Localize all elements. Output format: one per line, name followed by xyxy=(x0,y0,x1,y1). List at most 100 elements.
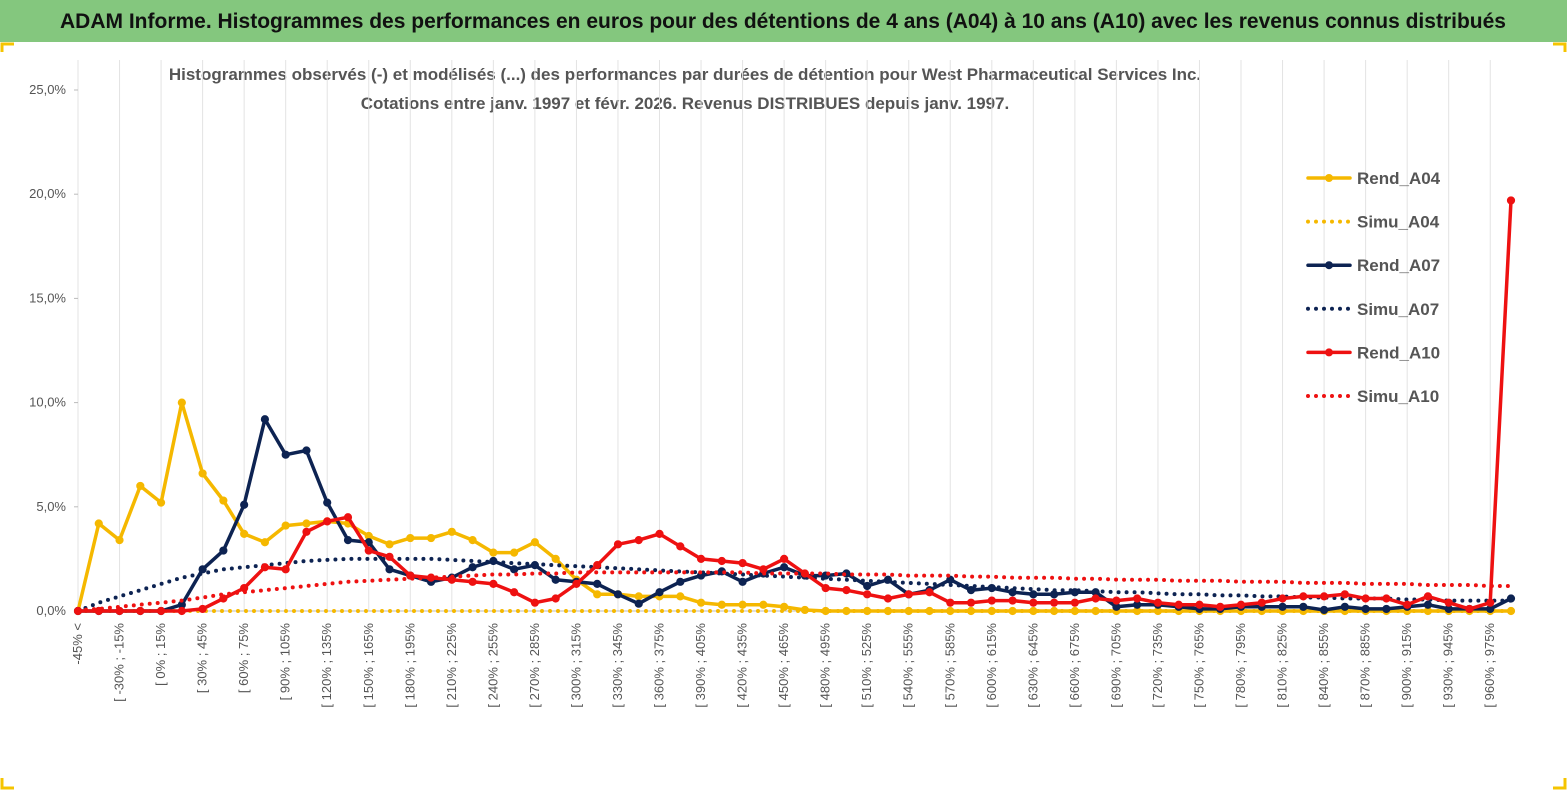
series-marker xyxy=(780,602,789,611)
x-tick-label: [ 720% ; 735% xyxy=(1150,623,1165,708)
series-marker xyxy=(842,586,851,595)
series-marker xyxy=(323,517,332,526)
legend-marker xyxy=(1325,348,1333,357)
series-marker xyxy=(260,415,270,424)
x-tick-label: [ 270% ; 285% xyxy=(527,623,542,708)
series-marker xyxy=(136,606,145,616)
series-marker xyxy=(717,556,726,566)
x-tick-label: [ 120% ; 135% xyxy=(319,623,334,708)
x-tick-label: [ 60% ; 75% xyxy=(236,623,251,694)
series-marker xyxy=(385,540,394,549)
series-marker xyxy=(177,606,186,616)
series-marker xyxy=(1340,590,1349,599)
series-marker xyxy=(1174,600,1183,609)
x-tick-label: [ 930% ; 945% xyxy=(1441,623,1456,708)
x-tick-label: [ 900% ; 915% xyxy=(1399,623,1414,708)
series-marker xyxy=(136,481,145,491)
series-marker xyxy=(551,575,560,584)
series-marker xyxy=(966,586,976,595)
series-marker xyxy=(530,598,539,607)
series-line xyxy=(76,556,1513,613)
series-marker xyxy=(219,496,228,505)
series-marker xyxy=(1112,596,1121,605)
series-marker xyxy=(1299,602,1308,611)
series-marker xyxy=(343,536,353,545)
series-marker xyxy=(613,590,623,599)
series-marker xyxy=(1382,594,1391,603)
x-tick-label: [ 510% ; 525% xyxy=(859,623,874,708)
series-marker xyxy=(510,565,519,574)
series-marker xyxy=(1382,604,1391,614)
series-marker xyxy=(676,592,685,601)
x-tick-label: [ 480% ; 495% xyxy=(818,623,833,708)
series-marker xyxy=(426,533,436,543)
x-tick-label: [ 660% ; 675% xyxy=(1067,623,1082,708)
series-marker xyxy=(240,529,249,538)
x-tick-label: [ -30% ; -15% xyxy=(112,623,127,702)
series-marker xyxy=(198,469,207,478)
x-tick-label: [ 150% ; 165% xyxy=(361,623,376,708)
legend-label: Simu_A07 xyxy=(1357,300,1439,319)
series-marker xyxy=(1008,596,1017,605)
x-tick-label: [ 360% ; 375% xyxy=(652,623,667,708)
series-marker xyxy=(738,600,747,609)
x-tick-label: [ 300% ; 315% xyxy=(568,623,583,708)
x-tick-label: [ 180% ; 195% xyxy=(402,623,417,708)
y-tick-label: 10,0% xyxy=(29,395,66,410)
series-marker xyxy=(302,527,311,536)
series-marker xyxy=(1319,592,1329,601)
y-tick-label: 5,0% xyxy=(36,499,66,514)
header-title: ADAM Informe. Histogrammes des performan… xyxy=(60,10,1506,33)
series-marker xyxy=(593,561,602,570)
series-marker xyxy=(551,594,560,603)
series-marker xyxy=(676,542,685,551)
series-marker xyxy=(343,513,353,522)
series-marker xyxy=(468,536,477,545)
series-marker xyxy=(1195,600,1204,609)
series-marker xyxy=(863,581,872,591)
series-marker xyxy=(1299,592,1308,601)
series-marker xyxy=(1029,598,1038,607)
series-marker xyxy=(1319,605,1329,615)
x-tick-label: [ 960% ; 975% xyxy=(1482,623,1497,708)
series-marker xyxy=(1423,592,1433,601)
series-marker xyxy=(780,554,789,564)
x-tick-label: [ 540% ; 555% xyxy=(901,623,916,708)
series-marker xyxy=(323,498,332,507)
series-marker xyxy=(530,538,539,547)
x-tick-label: [ 0% ; 15% xyxy=(153,623,168,686)
series-marker xyxy=(946,598,955,607)
x-tick-label: [ 90% ; 105% xyxy=(278,623,293,701)
header-bar xyxy=(0,0,1567,42)
series-marker xyxy=(966,598,976,607)
series-marker xyxy=(406,533,415,543)
x-tick-label: -45% < xyxy=(70,623,85,665)
series-marker xyxy=(1506,196,1516,205)
series-marker xyxy=(676,577,685,586)
series-marker xyxy=(717,600,726,609)
series-marker xyxy=(1278,602,1287,611)
series-marker xyxy=(94,519,103,528)
series-marker xyxy=(634,599,643,608)
series-marker xyxy=(260,538,270,547)
series-marker xyxy=(1278,594,1287,603)
series-line xyxy=(76,570,1513,612)
series-marker xyxy=(655,588,664,597)
series xyxy=(73,415,1516,616)
series-marker xyxy=(240,500,249,509)
series-marker xyxy=(613,540,623,549)
series-marker xyxy=(156,606,166,616)
series-marker xyxy=(1029,590,1038,599)
series-marker xyxy=(1340,602,1349,611)
y-tick-label: 20,0% xyxy=(29,186,66,201)
y-tick-label: 25,0% xyxy=(29,82,66,97)
series-marker xyxy=(489,579,498,589)
series-marker xyxy=(1403,600,1412,609)
x-tick-label: [ 330% ; 345% xyxy=(610,623,625,708)
series-marker xyxy=(447,527,456,536)
legend-label: Simu_A04 xyxy=(1357,213,1440,232)
series-marker xyxy=(281,565,290,574)
series-marker xyxy=(302,519,311,528)
